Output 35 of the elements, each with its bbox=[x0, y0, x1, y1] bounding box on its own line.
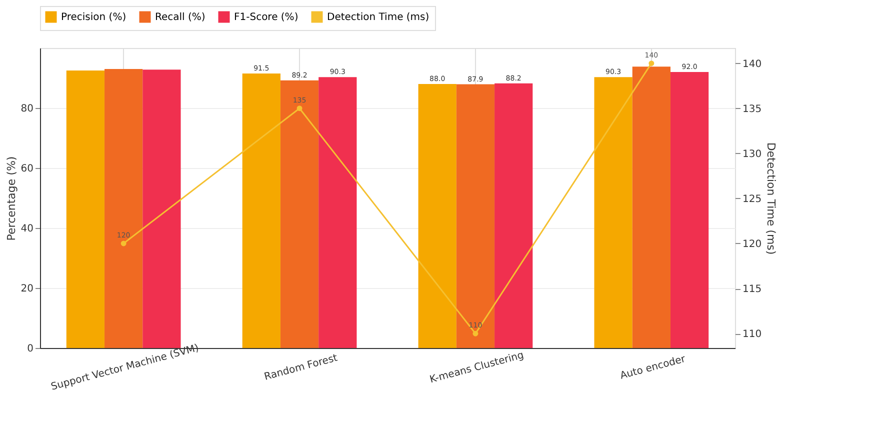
bar bbox=[670, 72, 709, 348]
bar bbox=[456, 84, 495, 348]
point bbox=[120, 240, 126, 246]
x-tick-label: Auto encoder bbox=[619, 354, 688, 382]
y2-tick-label: 110 bbox=[742, 329, 762, 340]
y2-tick-label: 135 bbox=[742, 104, 762, 115]
legend-label: F1-Score (%) bbox=[234, 12, 298, 23]
bar bbox=[494, 83, 533, 348]
y-tick-label: 40 bbox=[20, 224, 34, 234]
bar bbox=[632, 66, 670, 348]
legend-label: Precision (%) bbox=[61, 12, 126, 23]
legend-label: Detection Time (ms) bbox=[327, 12, 430, 23]
point bbox=[648, 60, 654, 66]
y-tick-label: 0 bbox=[27, 344, 34, 354]
y2-tick-label: 130 bbox=[742, 148, 762, 160]
y-tick-label: 80 bbox=[20, 104, 34, 114]
bar bbox=[66, 70, 105, 348]
y2-tick-label: 115 bbox=[742, 284, 762, 296]
bar bbox=[280, 80, 319, 348]
y-axis-title: Percentage (%) bbox=[4, 156, 18, 241]
y2-tick-label: 120 bbox=[742, 238, 762, 250]
bar bbox=[594, 77, 632, 348]
bar bbox=[318, 77, 357, 348]
y-tick-label: 20 bbox=[20, 284, 34, 294]
y2-axis-title: Detection Time (ms) bbox=[764, 142, 778, 255]
bar bbox=[242, 74, 280, 348]
bar bbox=[104, 69, 143, 348]
y2-tick-label: 125 bbox=[742, 194, 762, 205]
point bbox=[472, 330, 478, 336]
y2-tick-label: 140 bbox=[742, 58, 762, 70]
x-tick-label: Random Forest bbox=[263, 352, 339, 383]
y-tick-label: 60 bbox=[20, 164, 34, 174]
point bbox=[296, 106, 302, 112]
legend-label: Recall (%) bbox=[155, 12, 206, 23]
bar bbox=[418, 84, 456, 348]
